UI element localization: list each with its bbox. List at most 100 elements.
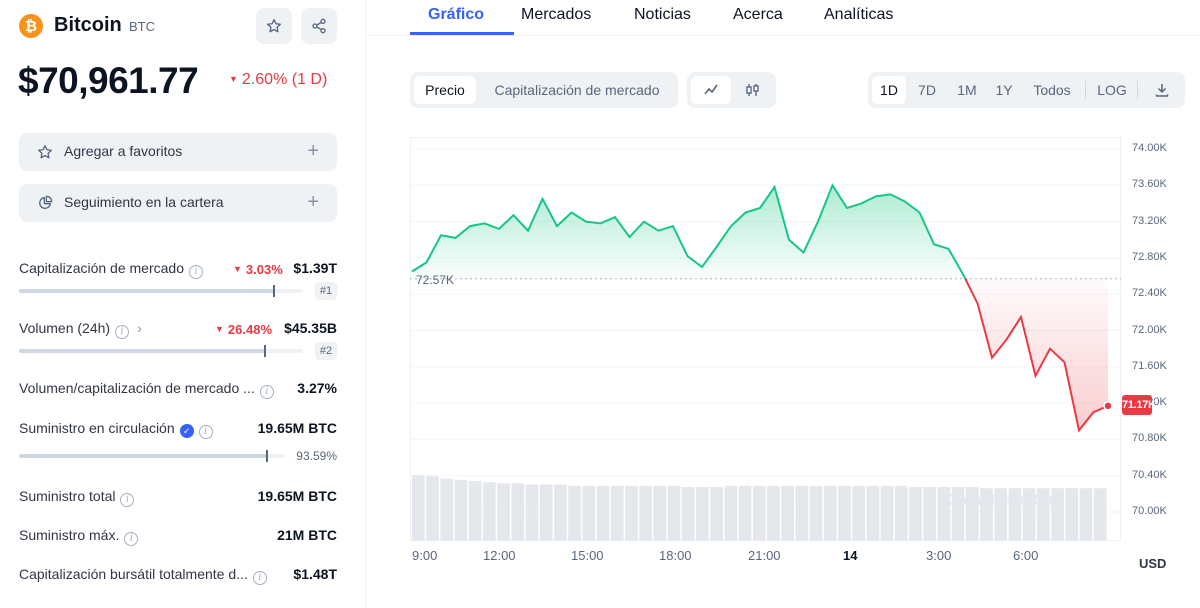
volume-bar xyxy=(497,483,510,541)
tab-markets[interactable]: Mercados xyxy=(521,6,592,23)
log-scale-button[interactable]: LOG xyxy=(1097,82,1127,98)
x-tick-label: 18:00 xyxy=(659,548,692,563)
volume-bar xyxy=(483,482,496,541)
info-icon[interactable]: i xyxy=(259,385,274,399)
chart-view-toggle xyxy=(687,72,776,108)
volume-bar xyxy=(582,485,596,541)
fdv-label: Capitalización bursátil totalmente d... i xyxy=(19,566,267,585)
volume-bar xyxy=(710,487,723,541)
verified-check-icon: ✓ xyxy=(179,424,194,438)
volume-bar xyxy=(681,487,695,541)
price-line-down xyxy=(964,278,1109,433)
volume-change: ▼ 26.48% xyxy=(215,322,272,337)
price-chart[interactable] xyxy=(410,137,1121,541)
info-icon[interactable]: i xyxy=(120,493,135,507)
volume-label[interactable]: Volumen (24h) i › xyxy=(19,320,142,339)
volume-bar-marker xyxy=(264,345,266,357)
info-icon[interactable]: i xyxy=(252,571,267,585)
max-supply-label: Suministro máx. i xyxy=(19,527,139,546)
market-cap-toggle-button[interactable]: Capitalización de mercado xyxy=(494,82,660,98)
bitcoin-logo-icon: ₿ xyxy=(19,14,43,38)
plus-icon: + xyxy=(307,140,319,162)
volume-bar xyxy=(795,485,809,541)
x-tick-label: 12:00 xyxy=(483,548,516,563)
info-icon[interactable]: i xyxy=(198,425,213,439)
range-all-button[interactable]: Todos xyxy=(1033,82,1071,98)
volume-bar xyxy=(554,484,567,541)
info-icon[interactable]: i xyxy=(115,325,130,339)
price-lines xyxy=(411,183,1109,433)
market-cap-label: Capitalización de mercado i xyxy=(19,260,203,279)
volume-bar xyxy=(696,487,709,541)
volume-bar xyxy=(426,476,439,541)
market-cap-change-value: 3.03% xyxy=(245,262,283,277)
volume-bar xyxy=(1022,488,1036,541)
market-cap-value: $1.39T xyxy=(293,260,337,276)
candlestick-chart-button[interactable] xyxy=(733,76,773,104)
range-7d-button[interactable]: 7D xyxy=(918,82,936,98)
line-chart-icon xyxy=(704,84,718,95)
price-area-down xyxy=(965,278,1108,431)
coin-name: Bitcoin xyxy=(54,14,122,36)
chart-type-toggle: Precio Capitalización de mercado xyxy=(410,72,678,108)
volume-bar xyxy=(412,475,425,541)
market-cap-label-text: Capitalización de mercado xyxy=(19,260,184,276)
market-cap-change: ▼ 3.03% xyxy=(233,262,283,277)
volume-bar xyxy=(1051,488,1064,541)
circulating-supply-percent: 93.59% xyxy=(296,449,337,463)
favorite-button[interactable] xyxy=(256,8,292,44)
fdv-label-text: Capitalización bursátil totalmente d... xyxy=(19,566,248,582)
volume-bar xyxy=(1093,488,1107,541)
volume-bar xyxy=(994,488,1008,541)
volume-bar xyxy=(1079,488,1093,541)
y-tick-label: 70.80K xyxy=(1132,432,1167,445)
x-tick-label: 15:00 xyxy=(571,548,604,563)
volume-bar xyxy=(738,485,752,541)
volume-bar xyxy=(596,485,610,541)
volume-bar xyxy=(838,485,851,541)
volume-bar xyxy=(823,485,837,541)
tab-news[interactable]: Noticias xyxy=(634,6,691,23)
share-button[interactable] xyxy=(301,8,337,44)
info-icon[interactable]: i xyxy=(188,265,203,279)
price-areas xyxy=(412,185,1108,431)
range-1m-button[interactable]: 1M xyxy=(957,82,977,98)
volume-bar xyxy=(440,478,454,541)
total-supply-label: Suministro total i xyxy=(19,488,135,507)
line-chart-button[interactable] xyxy=(691,76,731,104)
volume-bar xyxy=(468,481,482,541)
info-icon[interactable]: i xyxy=(124,532,139,546)
fdv-value: $1.48T xyxy=(293,566,337,582)
x-tick-label: 21:00 xyxy=(748,548,781,563)
range-1y-button[interactable]: 1Y xyxy=(995,82,1013,98)
download-icon xyxy=(1155,84,1169,97)
track-portfolio-button[interactable]: Seguimiento en la cartera + xyxy=(19,184,337,222)
y-tick-label: 73.60K xyxy=(1132,178,1167,191)
circulating-supply-bar xyxy=(19,450,285,462)
price-area-up xyxy=(412,185,966,279)
volume-bar xyxy=(880,485,894,541)
x-tick-label: 6:00 xyxy=(1013,548,1039,563)
volume-bar-fill xyxy=(19,349,266,353)
range-1d-button[interactable]: 1D xyxy=(872,76,906,104)
chevron-right-icon[interactable]: › xyxy=(137,320,142,336)
down-triangle-icon: ▼ xyxy=(229,74,238,84)
tab-analytics[interactable]: Analíticas xyxy=(824,6,894,23)
max-supply-value: 21M BTC xyxy=(277,527,337,543)
tab-about[interactable]: Acerca xyxy=(733,6,783,23)
add-to-watchlist-button[interactable]: Agregar a favoritos + xyxy=(19,133,337,171)
current-price: $70,961.77 xyxy=(18,60,199,101)
volume-bar xyxy=(1036,488,1050,541)
star-icon xyxy=(267,19,281,33)
price-change-24h: ▼ 2.60% (1 D) xyxy=(229,71,327,89)
volume-change-value: 26.48% xyxy=(227,322,273,337)
price-toggle-button[interactable]: Precio xyxy=(414,76,476,104)
volume-bar xyxy=(894,485,908,541)
volume-rank-badge: #2 xyxy=(315,342,337,360)
download-button[interactable] xyxy=(1145,76,1179,104)
y-tick-label: 74.00K xyxy=(1132,142,1167,154)
tab-chart[interactable]: Gráfico xyxy=(428,6,485,23)
range-divider xyxy=(1085,81,1086,99)
volume-bar xyxy=(511,483,525,541)
current-price-label: 71.17K xyxy=(1122,395,1156,415)
